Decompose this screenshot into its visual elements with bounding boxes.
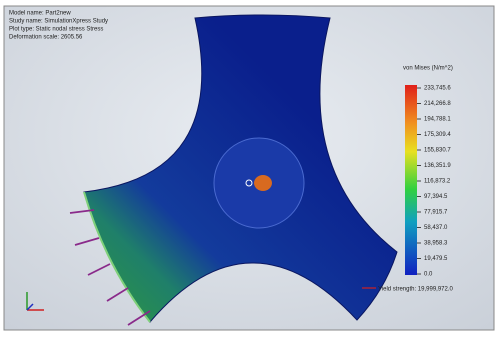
legend-label: 116,873.2 [424, 179, 451, 185]
legend-label: 155,830.7 [424, 148, 451, 154]
legend-label: 175,309.4 [424, 132, 451, 138]
legend-label: 194,788.1 [424, 117, 451, 123]
legend-label: 58,437.0 [424, 225, 448, 231]
legend-label: 136,351.9 [424, 163, 451, 169]
color-bar [405, 85, 417, 275]
deformation-scale: Deformation scale: 2605.56 [9, 35, 83, 41]
legend-label: 19,479.5 [424, 256, 448, 262]
plot-type: Plot type: Static nodal stress Stress [9, 27, 103, 33]
legend-label: 233,745.6 [424, 86, 451, 92]
legend-label: 0.0 [424, 272, 433, 278]
model-name: Model name: Part2new [9, 11, 71, 17]
bore [254, 175, 272, 191]
screenshot: Model name: Part2new Study name: Simulat… [0, 0, 498, 333]
legend-label: 38,958.3 [424, 241, 448, 247]
legend-label: 97,394.5 [424, 194, 448, 200]
legend-label: 214,266.8 [424, 101, 451, 107]
legend-title: von Mises (N/m^2) [403, 66, 453, 72]
legend-label: 77,915.7 [424, 210, 448, 216]
yield-strength: Yield strength: 19,999,972.0 [378, 287, 453, 293]
study-name: Study name: SimulationXpress Study [9, 19, 108, 25]
